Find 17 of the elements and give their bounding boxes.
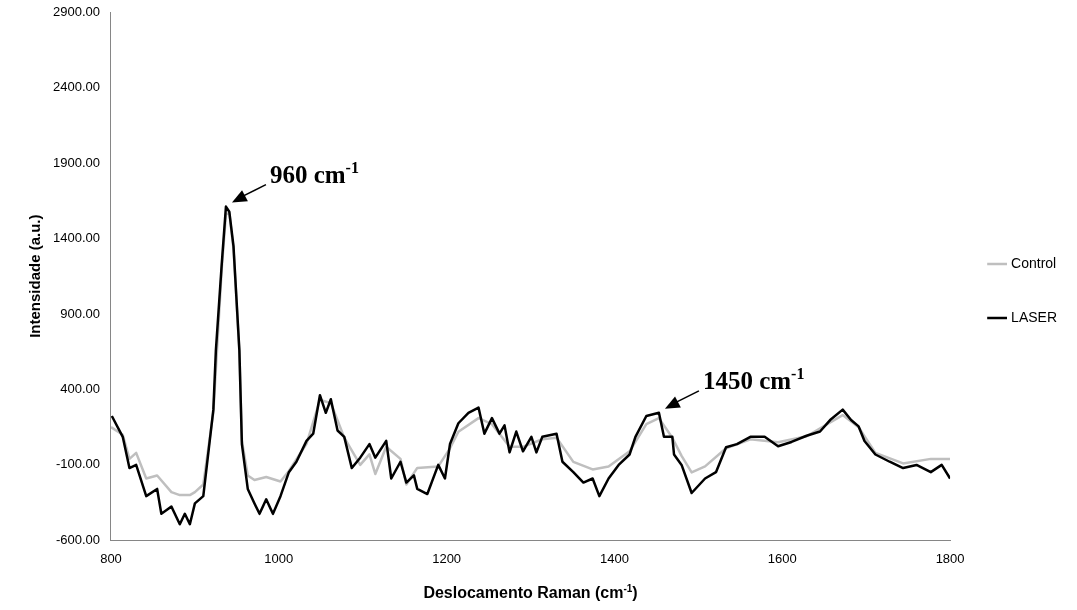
legend-label: LASER xyxy=(1011,308,1058,325)
x-tick-label: 800 xyxy=(100,550,122,566)
x-tick-label: 1200 xyxy=(432,550,462,566)
y-tick-label: 400.00 xyxy=(60,381,100,397)
legend-label: Control xyxy=(1011,254,1057,271)
y-tick-label: -600.00 xyxy=(55,531,100,547)
x-tick-label: 1600 xyxy=(767,550,797,566)
y-tick-label: 1900.00 xyxy=(52,154,100,170)
x-tick-label: 1400 xyxy=(599,550,629,566)
y-tick-label: 2900.00 xyxy=(52,3,100,19)
x-tick-label: 1800 xyxy=(935,550,965,566)
y-tick-label: 900.00 xyxy=(60,305,100,321)
x-tick-label: 1000 xyxy=(264,550,294,566)
y-tick-label: -100.00 xyxy=(55,456,100,472)
y-tick-label: 1400.00 xyxy=(52,230,100,246)
y-tick-label: 2400.00 xyxy=(52,79,100,95)
y-axis-title: Intensidade (a.u.) xyxy=(26,214,43,338)
